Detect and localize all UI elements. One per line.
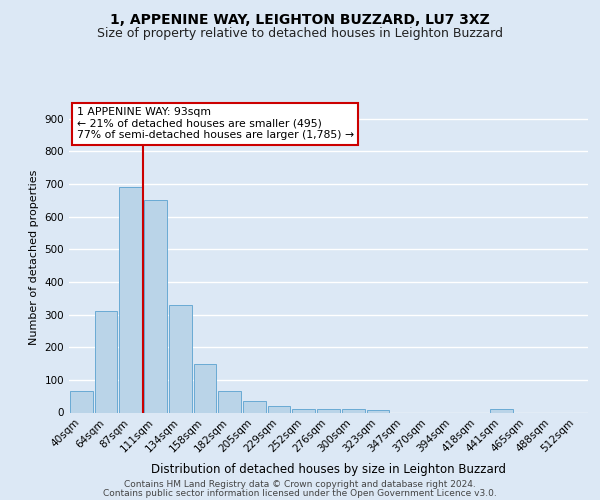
Bar bbox=[342, 409, 365, 412]
Bar bbox=[119, 188, 142, 412]
Text: 1 APPENINE WAY: 93sqm
← 21% of detached houses are smaller (495)
77% of semi-det: 1 APPENINE WAY: 93sqm ← 21% of detached … bbox=[77, 107, 354, 140]
Bar bbox=[218, 392, 241, 412]
Bar bbox=[169, 305, 191, 412]
Bar bbox=[292, 408, 315, 412]
Bar bbox=[70, 392, 93, 412]
Text: Contains HM Land Registry data © Crown copyright and database right 2024.: Contains HM Land Registry data © Crown c… bbox=[124, 480, 476, 489]
Bar bbox=[243, 401, 266, 412]
Y-axis label: Number of detached properties: Number of detached properties bbox=[29, 170, 39, 345]
Bar bbox=[490, 409, 513, 412]
Text: 1, APPENINE WAY, LEIGHTON BUZZARD, LU7 3XZ: 1, APPENINE WAY, LEIGHTON BUZZARD, LU7 3… bbox=[110, 12, 490, 26]
Bar bbox=[317, 408, 340, 412]
Bar bbox=[95, 312, 118, 412]
X-axis label: Distribution of detached houses by size in Leighton Buzzard: Distribution of detached houses by size … bbox=[151, 462, 506, 475]
Bar bbox=[144, 200, 167, 412]
Bar bbox=[194, 364, 216, 412]
Bar bbox=[268, 406, 290, 412]
Text: Contains public sector information licensed under the Open Government Licence v3: Contains public sector information licen… bbox=[103, 490, 497, 498]
Text: Size of property relative to detached houses in Leighton Buzzard: Size of property relative to detached ho… bbox=[97, 28, 503, 40]
Bar bbox=[367, 410, 389, 412]
